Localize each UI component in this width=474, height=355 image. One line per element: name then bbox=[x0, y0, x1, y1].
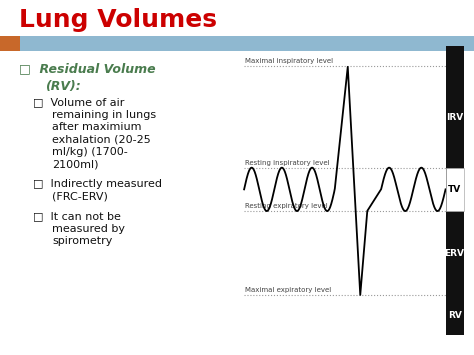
Text: Maximal inspiratory level: Maximal inspiratory level bbox=[245, 58, 333, 64]
Bar bbox=[0, 36, 474, 51]
Text: Resting inspiratory level: Resting inspiratory level bbox=[245, 159, 330, 165]
Text: ERV: ERV bbox=[445, 248, 465, 257]
Text: TV: TV bbox=[448, 185, 461, 194]
Text: □  It can not be: □ It can not be bbox=[33, 211, 121, 221]
Text: □  Residual Volume: □ Residual Volume bbox=[19, 62, 155, 75]
Text: (RV):: (RV): bbox=[45, 80, 81, 93]
Text: Resting expiratory level: Resting expiratory level bbox=[245, 203, 328, 209]
Text: RV: RV bbox=[447, 311, 462, 320]
Text: exhalation (20-25: exhalation (20-25 bbox=[52, 135, 151, 145]
Text: 2100ml): 2100ml) bbox=[52, 160, 99, 170]
Text: (FRC-ERV): (FRC-ERV) bbox=[52, 192, 108, 202]
Bar bbox=[446, 168, 464, 211]
Text: Lung Volumes: Lung Volumes bbox=[19, 7, 217, 32]
Text: after maximium: after maximium bbox=[52, 122, 142, 132]
Text: measured by: measured by bbox=[52, 224, 125, 234]
Text: □  Volume of air: □ Volume of air bbox=[33, 98, 125, 108]
Text: Maximal expiratory level: Maximal expiratory level bbox=[245, 287, 331, 293]
Text: ml/kg) (1700-: ml/kg) (1700- bbox=[52, 147, 128, 157]
Bar bbox=[446, 46, 464, 335]
Text: IRV: IRV bbox=[446, 113, 463, 121]
Text: □  Indirectly measured: □ Indirectly measured bbox=[33, 179, 162, 189]
Bar bbox=[0, 36, 20, 51]
Text: remaining in lungs: remaining in lungs bbox=[52, 110, 156, 120]
Text: spirometry: spirometry bbox=[52, 236, 112, 246]
